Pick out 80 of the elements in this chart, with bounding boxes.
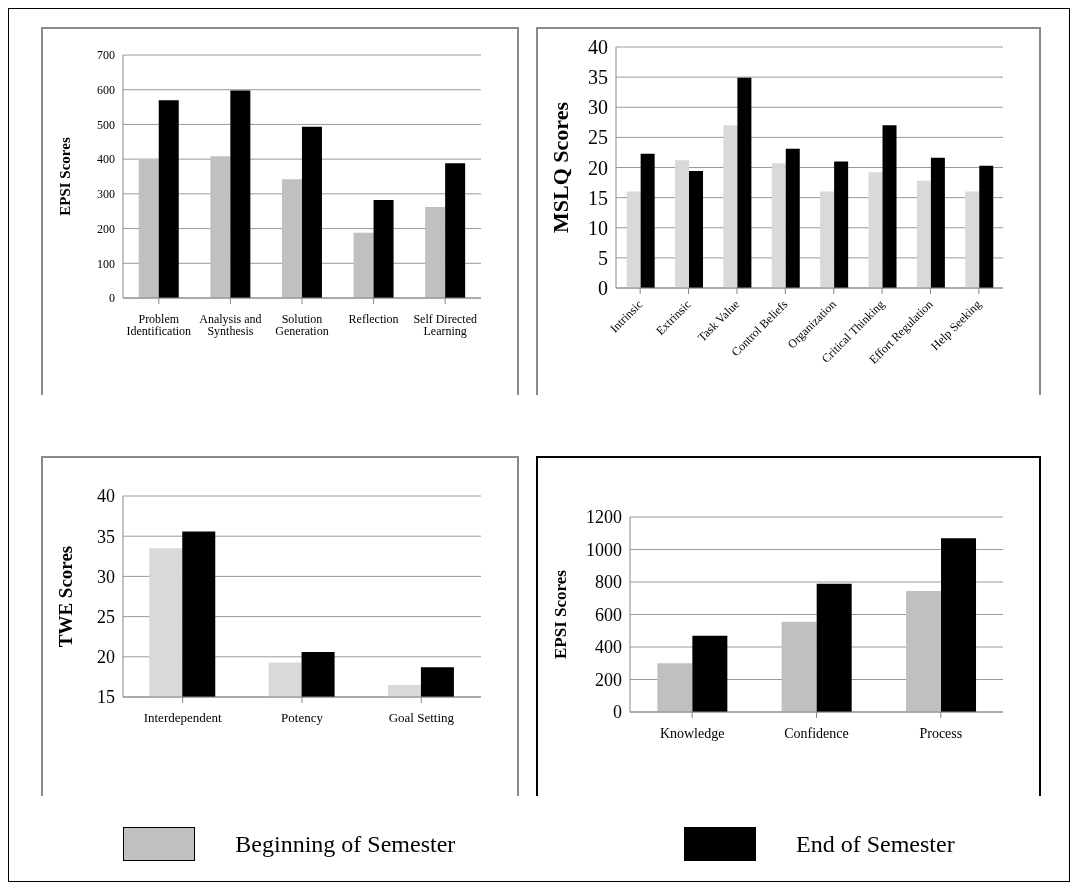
bar [657,663,693,712]
x-tick-label: Self Directed Learning [413,311,478,338]
y-tick-label: 600 [97,82,115,97]
bar [834,161,849,288]
y-tick-label: 100 [97,256,115,271]
y-tick-label: 0 [613,702,622,723]
y-axis-title: MSLQ Scores [547,101,573,233]
bar [816,583,852,712]
legend-label: End of Semester [796,830,955,858]
x-tick-label: Goal Setting [388,710,455,726]
bar [353,232,374,298]
x-tick-label: Knowledge [659,725,725,741]
bar [868,172,883,288]
bar [626,191,641,288]
bar [723,125,738,288]
bar [373,200,394,298]
y-tick-label: 25 [588,126,608,149]
y-tick-label: 300 [97,187,115,202]
y-tick-label: 400 [97,152,115,167]
y-tick-label: 1200 [586,507,622,528]
y-tick-label: 200 [595,669,622,690]
bar [689,171,704,288]
y-tick-label: 15 [588,186,608,209]
bar [906,590,942,712]
y-tick-label: 10 [588,216,608,239]
bar [230,90,251,298]
bar [675,160,690,288]
x-tick-label: Process [919,725,963,741]
bar [210,156,231,298]
bar [979,165,994,288]
y-tick-label: 35 [97,526,115,547]
y-tick-label: 1000 [586,539,622,560]
x-tick-label: Reflection [348,311,399,326]
bar [785,148,800,288]
legend-label: Beginning of Semester [235,830,456,858]
bar [445,163,466,298]
y-tick-label: 400 [595,637,622,658]
y-tick-label: 0 [598,277,608,300]
bar [737,77,752,288]
bar [771,163,786,288]
x-tick-label: Potency [281,710,324,726]
bar [138,159,159,298]
x-tick-label: Analysis and Synthesis [199,311,262,338]
bar [158,100,179,298]
y-tick-label: 0 [109,291,115,306]
bar [941,538,977,712]
y-tick-label: 20 [588,156,608,179]
y-tick-label: 800 [595,572,622,593]
y-tick-label: 25 [97,606,115,627]
y-tick-label: 15 [97,687,115,708]
x-tick-label: Solution Generation [275,311,329,338]
y-tick-label: 35 [588,66,608,89]
y-axis-title: EPSI Scores [57,137,74,216]
bar [281,179,302,298]
bar [916,180,931,288]
y-tick-label: 20 [97,647,115,668]
bar [930,157,945,288]
y-tick-label: 200 [97,221,115,236]
bar [820,191,835,288]
bar [640,153,655,288]
y-tick-label: 600 [595,604,622,625]
y-axis-title: EPSI Scores [551,569,571,659]
bar [301,126,322,298]
x-tick-label: Problem Identification [126,311,192,338]
x-tick-label: Task Value [694,297,743,345]
y-tick-label: 30 [97,566,115,587]
bar [965,191,980,288]
bar [781,621,817,712]
bar [882,125,897,288]
x-tick-label: Confidence [784,725,849,741]
bar [692,635,728,712]
x-tick-label: Interdependent [143,710,223,726]
y-tick-label: 30 [588,96,608,119]
y-tick-label: 700 [97,48,115,63]
bar [425,207,446,298]
y-tick-label: 40 [588,36,608,59]
y-tick-label: 40 [97,486,115,507]
y-tick-label: 5 [598,246,608,269]
y-axis-title: TWE Scores [54,545,76,648]
y-tick-label: 500 [97,117,115,132]
